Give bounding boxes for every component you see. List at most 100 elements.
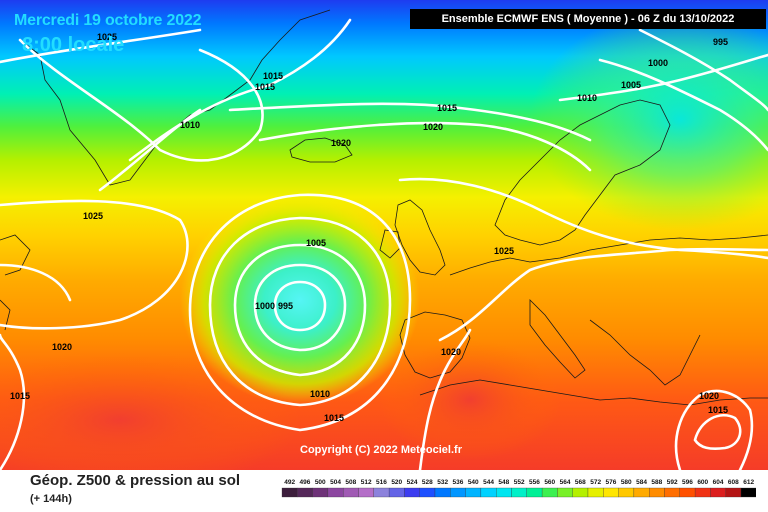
legend-swatch-568	[572, 487, 589, 498]
isobar-label-1005-norway-sea: 1005	[621, 80, 641, 90]
legend-label-596: 596	[682, 479, 693, 486]
lead-time: (+ 144h)	[30, 493, 72, 505]
legend-label-564: 564	[560, 479, 571, 486]
canada-coast	[0, 234, 31, 331]
isobar-1020-east	[674, 389, 754, 470]
iceland-coast	[289, 137, 353, 163]
legend-label-496: 496	[300, 479, 311, 486]
legend-swatch-492	[281, 487, 298, 498]
legend-label-584: 584	[636, 479, 647, 486]
isobar-1025-north	[0, 28, 202, 64]
isobar-label-995-low-center: 995	[278, 301, 293, 311]
isobar-label-1020-north-atlantic: 1020	[423, 122, 443, 132]
isobar-1010-low	[208, 216, 392, 407]
forecast-map: 1025 995 1000 1015 1015 1005 1010 1010 1…	[0, 0, 768, 470]
isobar-label-1015-far-west: 1015	[10, 391, 30, 401]
legend-label-492: 492	[284, 479, 295, 486]
forecast-date: Mercredi 19 octobre 2022	[14, 12, 202, 29]
isobar-1015-low-outer	[188, 193, 412, 432]
legend-label-552: 552	[514, 479, 525, 486]
legend-swatch-584	[633, 487, 650, 498]
italy-coast	[529, 299, 586, 379]
isobar-1025-central-europe	[398, 177, 768, 260]
isobar-label-1000-low-center: 1000	[255, 301, 275, 311]
isobar-1020-atlantic	[258, 121, 592, 172]
isobar-1020-south	[0, 333, 26, 470]
isobar-1025-west	[0, 199, 189, 330]
legend-label-540: 540	[468, 479, 479, 486]
isobar-label-1015-greenland-a: 1015	[263, 71, 283, 81]
isobar-label-1020-iceland: 1020	[331, 138, 351, 148]
legend-label-580: 580	[621, 479, 632, 486]
legend-label-572: 572	[590, 479, 601, 486]
legend-swatch-580	[618, 487, 635, 498]
legend-label-608: 608	[728, 479, 739, 486]
legend-swatch-548	[496, 487, 512, 498]
isobar-1000-low	[253, 263, 347, 352]
europe-coast	[449, 234, 768, 276]
legend-swatch-556	[526, 487, 543, 498]
isobar-label-1020-iberia: 1020	[441, 347, 461, 357]
geopotential-ridge-southwest	[0, 350, 300, 470]
isobar-1000-north-europe	[638, 28, 768, 112]
isobar-label-1020-southwest: 1020	[52, 342, 72, 352]
legend-swatch-604	[710, 487, 726, 498]
isobar-label-1025-greenland-north: 1025	[97, 32, 117, 42]
legend-swatch-532	[434, 487, 451, 498]
isobar-label-1010-greenland: 1010	[180, 120, 200, 130]
isobar-1010-greenland	[98, 108, 202, 192]
isobar-1005-low	[233, 243, 367, 377]
isobar-1005-north-europe	[598, 58, 768, 152]
legend-swatch-564	[557, 487, 573, 498]
isobar-label-1005-low-north: 1005	[306, 238, 326, 248]
legend-swatch-536	[450, 487, 466, 498]
isobar-1020-europe	[438, 247, 768, 342]
isobar-label-995-northeast: 995	[713, 37, 728, 47]
legend-swatch-596	[679, 487, 696, 498]
model-run-banner: Ensemble ECMWF ENS ( Moyenne ) - 06 Z du…	[410, 9, 766, 29]
legend-label-588: 588	[651, 479, 662, 486]
legend-swatch-572	[587, 487, 604, 498]
isobars	[0, 18, 768, 470]
color-scale-legend: 492 496 500 504 508 512 516 520 524 528 532 536 540 5…	[281, 479, 756, 498]
legend-swatch-524	[404, 487, 420, 498]
north-africa-coast	[419, 379, 768, 406]
legend-label-512: 512	[361, 479, 372, 486]
isobar-1020-iberia-loop	[418, 328, 472, 470]
isobar-1015-greenland	[128, 18, 352, 162]
legend-label-516: 516	[376, 479, 387, 486]
legend-swatch-552	[511, 487, 527, 498]
parameter-title: Géop. Z500 & pression au sol	[30, 472, 241, 489]
isobar-label-1020-east-med: 1020	[699, 391, 719, 401]
legend-swatch-540	[465, 487, 482, 498]
isobar-1010-north-europe	[558, 53, 768, 102]
legend-swatch-512	[358, 487, 374, 498]
isobar-label-1015-north-atlantic: 1015	[437, 103, 457, 113]
isobar-1015-atlantic	[228, 102, 592, 142]
legend-label-556: 556	[529, 479, 540, 486]
isobar-label-1015-east-med: 1015	[708, 405, 728, 415]
legend-swatch-528	[419, 487, 436, 498]
balkans-coast	[589, 319, 701, 386]
isobar-1015-east	[693, 413, 742, 451]
legend-swatch-496	[297, 487, 313, 498]
legend-label-576: 576	[606, 479, 617, 486]
legend-swatch-600	[694, 487, 711, 498]
legend-swatch-560	[541, 487, 558, 498]
legend-label-536: 536	[453, 479, 464, 486]
isobar-995-low	[273, 280, 327, 332]
legend-swatch-516	[373, 487, 390, 498]
legend-swatch-592	[664, 487, 680, 498]
legend-label-520: 520	[391, 479, 402, 486]
legend-label-500: 500	[315, 479, 326, 486]
legend-swatch-576	[603, 487, 619, 498]
legend-label-504: 504	[330, 479, 341, 486]
legend-swatch-504	[327, 487, 344, 498]
ireland-coast	[379, 229, 401, 259]
legend-label-548: 548	[498, 479, 509, 486]
isobar-label-1015-greenland-b: 1015	[255, 82, 275, 92]
legend-label-532: 532	[437, 479, 448, 486]
isobar-1025-sw	[0, 263, 72, 302]
legend-swatch-500	[312, 487, 329, 498]
